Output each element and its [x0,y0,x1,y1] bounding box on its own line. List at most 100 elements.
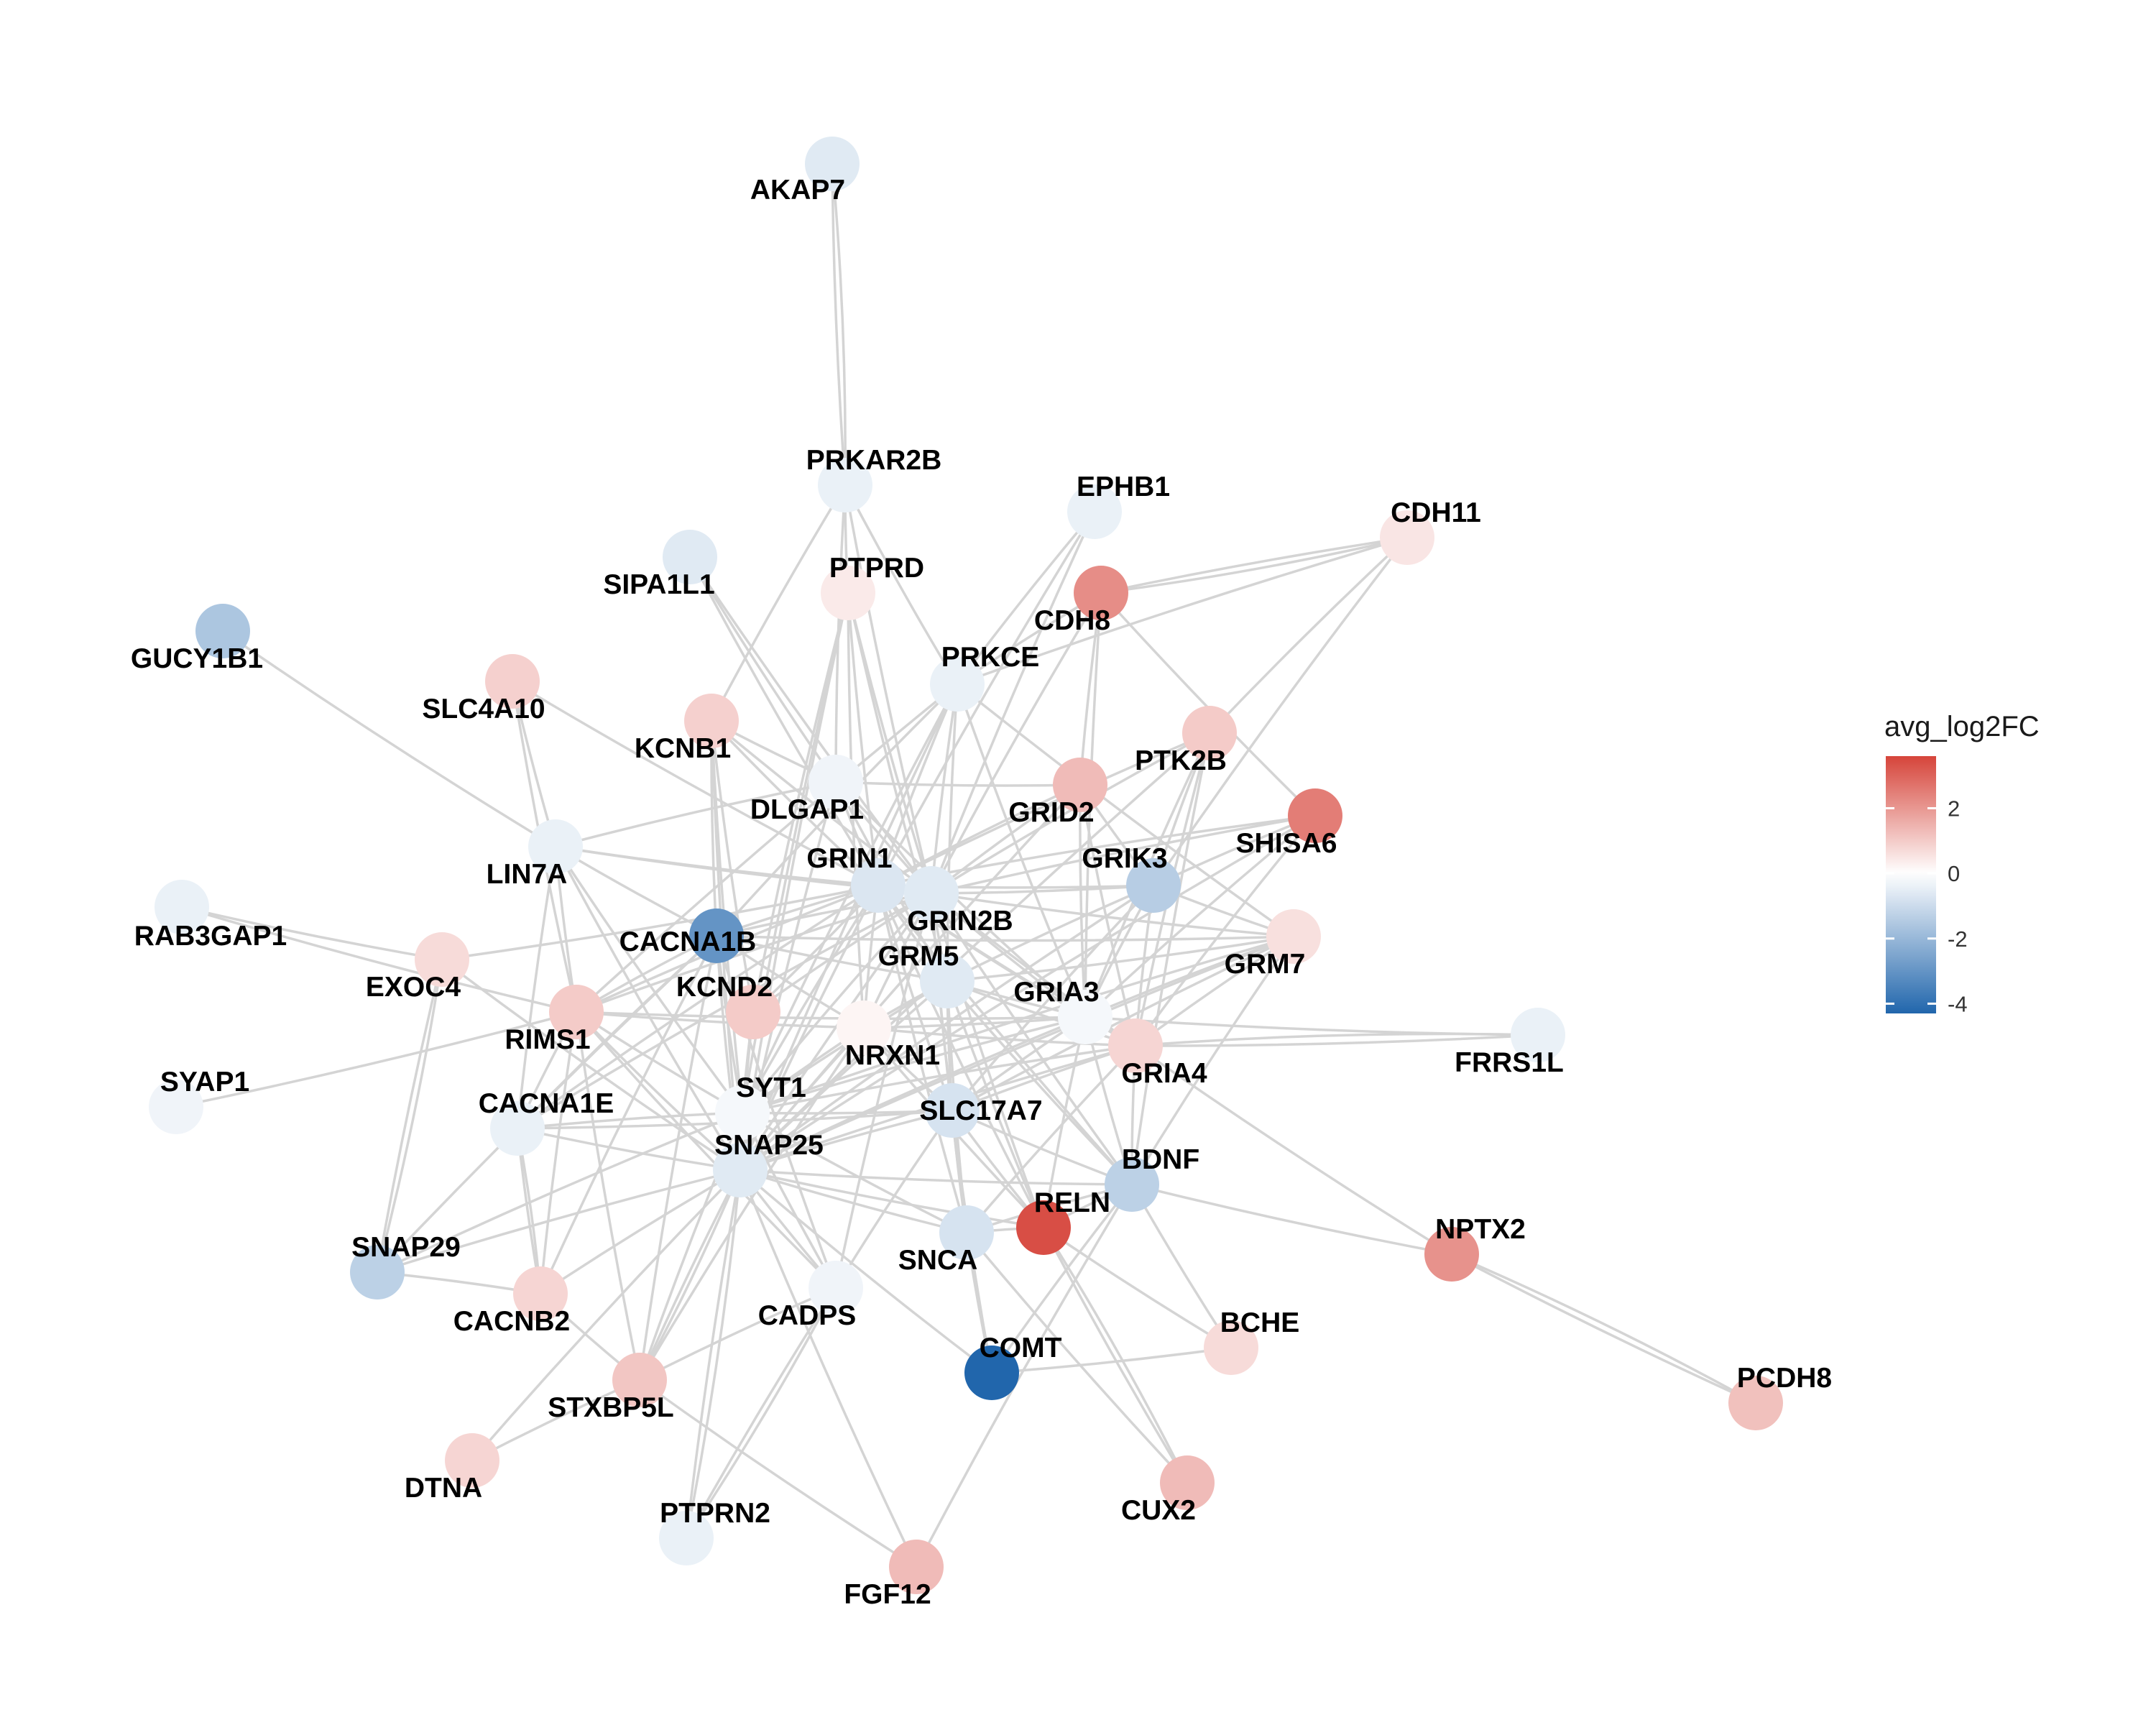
node-gria4[interactable]: GRIA4 [1108,1018,1207,1089]
node-snap29[interactable]: SNAP29 [350,1232,461,1300]
node-circle[interactable] [808,1261,863,1315]
node-nrxn1[interactable]: NRXN1 [837,1000,940,1071]
node-circle[interactable] [837,1000,891,1055]
node-circle[interactable] [1067,484,1122,539]
node-circle[interactable] [939,1205,994,1260]
node-circle[interactable] [1424,1227,1479,1282]
node-prkce[interactable]: PRKCE [930,642,1039,712]
node-grik3[interactable]: GRIK3 [1082,843,1181,913]
node-grm5[interactable]: GRM5 [878,941,975,1008]
node-cacnb2[interactable]: CACNB2 [453,1266,571,1337]
node-circle[interactable] [715,1085,770,1140]
node-circle[interactable] [821,566,875,620]
node-pcdh8[interactable]: PCDH8 [1728,1363,1832,1430]
node-snap25[interactable]: SNAP25 [713,1130,824,1197]
node-circle[interactable] [663,530,717,584]
node-circle[interactable] [904,866,959,921]
node-circle[interactable] [485,654,540,709]
node-circle[interactable] [1058,990,1112,1044]
node-circle[interactable] [1016,1200,1071,1255]
node-circle[interactable] [155,880,209,934]
node-shisa6[interactable]: SHISA6 [1236,788,1342,859]
node-comt[interactable]: COMT [964,1333,1062,1400]
node-grin1[interactable]: GRIN1 [806,843,906,913]
node-circle[interactable] [415,932,469,987]
node-circle[interactable] [889,1540,944,1594]
node-circle[interactable] [1728,1376,1783,1430]
node-circle[interactable] [1511,1008,1565,1062]
node-circle[interactable] [818,458,872,512]
node-frrs1l[interactable]: FRRS1L [1455,1008,1565,1078]
node-circle[interactable] [490,1101,545,1156]
node-circle[interactable] [726,985,780,1039]
node-akap7[interactable]: AKAP7 [750,137,860,206]
node-circle[interactable] [195,604,250,658]
node-circle[interactable] [528,819,583,874]
node-reln[interactable]: RELN [1016,1187,1110,1255]
node-kcnd2[interactable]: KCND2 [676,972,780,1039]
node-syt1[interactable]: SYT1 [715,1072,806,1140]
node-circle[interactable] [549,985,604,1039]
node-circle[interactable] [920,954,975,1008]
node-ephb1[interactable]: EPHB1 [1067,472,1170,539]
node-circle[interactable] [350,1245,405,1300]
node-circle[interactable] [1288,788,1342,843]
node-circle[interactable] [1105,1157,1159,1212]
node-circle[interactable] [805,137,860,191]
node-circle[interactable] [1126,858,1181,913]
node-fgf12[interactable]: FGF12 [844,1540,944,1610]
node-circle[interactable] [1160,1455,1215,1510]
node-circle[interactable] [1204,1320,1258,1375]
node-grm7[interactable]: GRM7 [1225,909,1321,980]
node-circle[interactable] [445,1433,499,1488]
node-slc17a7[interactable]: SLC17A7 [919,1083,1043,1138]
node-slc4a10[interactable]: SLC4A10 [422,654,545,724]
node-ptk2b[interactable]: PTK2B [1135,706,1237,776]
node-circle[interactable] [1266,909,1321,964]
node-circle[interactable] [659,1511,714,1565]
node-circle[interactable] [684,694,739,748]
node-cadps[interactable]: CADPS [758,1261,863,1331]
node-nptx2[interactable]: NPTX2 [1424,1214,1526,1282]
node-cacna1b[interactable]: CACNA1B [619,908,757,963]
node-gucy1b1[interactable]: GUCY1B1 [131,604,263,674]
node-grin2b[interactable]: GRIN2B [904,866,1013,937]
node-snca[interactable]: SNCA [898,1205,994,1276]
node-dtna[interactable]: DTNA [405,1433,499,1504]
node-syap1[interactable]: SYAP1 [149,1067,249,1134]
node-circle[interactable] [149,1080,203,1134]
node-circle[interactable] [1074,566,1128,620]
node-circle[interactable] [1108,1018,1163,1073]
node-gria3[interactable]: GRIA3 [1013,977,1112,1044]
node-circle[interactable] [1182,706,1237,760]
node-circle[interactable] [689,908,744,963]
node-kcnb1[interactable]: KCNB1 [635,694,739,764]
node-circle[interactable] [612,1353,667,1407]
node-stxbp5l[interactable]: STXBP5L [548,1353,674,1423]
node-bdnf[interactable]: BDNF [1105,1144,1199,1212]
node-dlgap1[interactable]: DLGAP1 [750,755,864,825]
node-circle[interactable] [713,1143,768,1197]
node-circle[interactable] [925,1083,980,1138]
node-circle[interactable] [808,755,863,809]
node-circle[interactable] [513,1266,568,1321]
node-lin7a[interactable]: LIN7A [487,819,583,890]
node-bche[interactable]: BCHE [1204,1307,1299,1375]
node-circle[interactable] [1053,758,1107,812]
node-ptprd[interactable]: PTPRD [821,553,924,620]
node-cdh8[interactable]: CDH8 [1034,566,1128,636]
node-sipa1l1[interactable]: SIPA1L1 [603,530,717,600]
node-rims1[interactable]: RIMS1 [505,985,604,1055]
node-cdh11[interactable]: CDH11 [1380,497,1481,565]
node-cux2[interactable]: CUX2 [1121,1455,1215,1526]
node-circle[interactable] [1380,510,1434,565]
node-prkar2b[interactable]: PRKAR2B [806,445,942,512]
node-grid2[interactable]: GRID2 [1008,758,1107,828]
node-rab3gap1[interactable]: RAB3GAP1 [134,880,287,952]
node-cacna1e[interactable]: CACNA1E [479,1088,614,1156]
node-circle[interactable] [964,1346,1019,1400]
node-ptprn2[interactable]: PTPRN2 [659,1498,770,1565]
node-exoc4[interactable]: EXOC4 [366,932,469,1003]
node-circle[interactable] [930,657,985,712]
node-circle[interactable] [851,858,906,913]
